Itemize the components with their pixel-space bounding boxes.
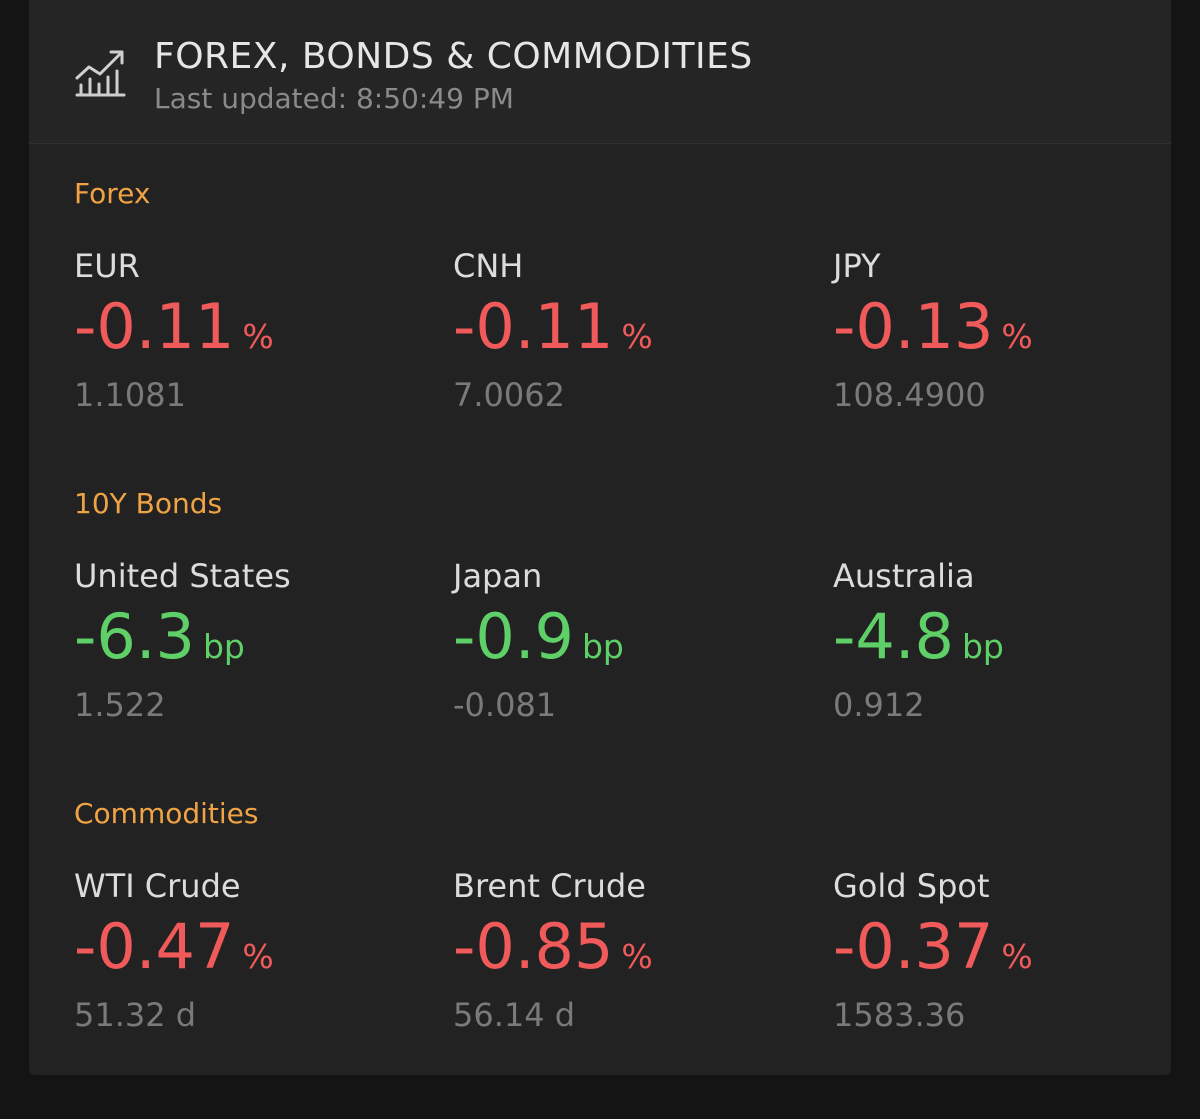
change-value: -0.47 — [74, 910, 235, 983]
change-unit: % — [1001, 317, 1033, 356]
change-value: -6.3 — [74, 600, 195, 673]
change-unit: % — [621, 317, 653, 356]
quote-change: -4.8 bp — [833, 601, 1004, 683]
change-value: -0.11 — [453, 290, 614, 363]
quote-change: -0.11% — [74, 291, 274, 373]
quote-change: -0.85% — [453, 911, 653, 993]
last-updated-text: Last updated: 8:50:49 PM — [154, 82, 514, 115]
change-value: -0.9 — [453, 600, 574, 673]
quote-price: 1583.36 — [833, 996, 966, 1034]
quote-name: Japan — [453, 557, 543, 595]
quote-jpy[interactable]: JPY -0.13% 108.4900 — [833, 247, 1171, 422]
quote-price: 0.912 — [833, 686, 925, 724]
change-value: -0.85 — [453, 910, 614, 983]
quote-change: -0.13% — [833, 291, 1033, 373]
quote-name: CNH — [453, 247, 524, 285]
market-card: FOREX, BONDS & COMMODITIES Last updated:… — [29, 0, 1171, 1075]
change-unit: % — [621, 937, 653, 976]
quote-name: EUR — [74, 247, 140, 285]
quote-cnh[interactable]: CNH -0.11% 7.0062 — [453, 247, 793, 422]
quote-eur[interactable]: EUR -0.11% 1.1081 — [74, 247, 414, 422]
quote-japan[interactable]: Japan -0.9 bp -0.081 — [453, 557, 793, 732]
quote-change: -0.9 bp — [453, 601, 624, 683]
quote-name: JPY — [833, 247, 881, 285]
change-unit: % — [242, 317, 274, 356]
quote-name: Gold Spot — [833, 867, 990, 905]
quote-australia[interactable]: Australia -4.8 bp 0.912 — [833, 557, 1171, 732]
quote-price: 108.4900 — [833, 376, 986, 414]
quote-price: 7.0062 — [453, 376, 565, 414]
change-value: -0.13 — [833, 290, 994, 363]
quote-name: United States — [74, 557, 291, 595]
section-title-bonds: 10Y Bonds — [74, 487, 223, 520]
change-unit: bp — [961, 627, 1004, 666]
quote-price: 56.14 d — [453, 996, 576, 1034]
quote-change: -0.11% — [453, 291, 653, 373]
card-title: FOREX, BONDS & COMMODITIES — [154, 36, 753, 77]
quote-change: -6.3 bp — [74, 601, 245, 683]
quote-name: WTI Crude — [74, 867, 241, 905]
change-value: -4.8 — [833, 600, 954, 673]
change-unit: % — [1001, 937, 1033, 976]
quote-price: 1.522 — [74, 686, 166, 724]
chart-growth-icon — [75, 50, 126, 97]
section-title-commodities: Commodities — [74, 797, 259, 830]
quote-change: -0.47% — [74, 911, 274, 993]
change-unit: bp — [581, 627, 624, 666]
quote-brent-crude[interactable]: Brent Crude -0.85% 56.14 d — [453, 867, 793, 1042]
quote-name: Australia — [833, 557, 975, 595]
quote-change: -0.37% — [833, 911, 1033, 993]
change-value: -0.11 — [74, 290, 235, 363]
section-title-forex: Forex — [74, 177, 151, 210]
change-unit: bp — [202, 627, 245, 666]
card-header: FOREX, BONDS & COMMODITIES Last updated:… — [29, 0, 1171, 144]
quote-wti-crude[interactable]: WTI Crude -0.47% 51.32 d — [74, 867, 414, 1042]
quote-united-states[interactable]: United States -6.3 bp 1.522 — [74, 557, 414, 732]
quote-price: 51.32 d — [74, 996, 197, 1034]
quote-name: Brent Crude — [453, 867, 646, 905]
quote-gold-spot[interactable]: Gold Spot -0.37% 1583.36 — [833, 867, 1171, 1042]
quote-price: -0.081 — [453, 686, 557, 724]
change-value: -0.37 — [833, 910, 994, 983]
quote-price: 1.1081 — [74, 376, 186, 414]
change-unit: % — [242, 937, 274, 976]
